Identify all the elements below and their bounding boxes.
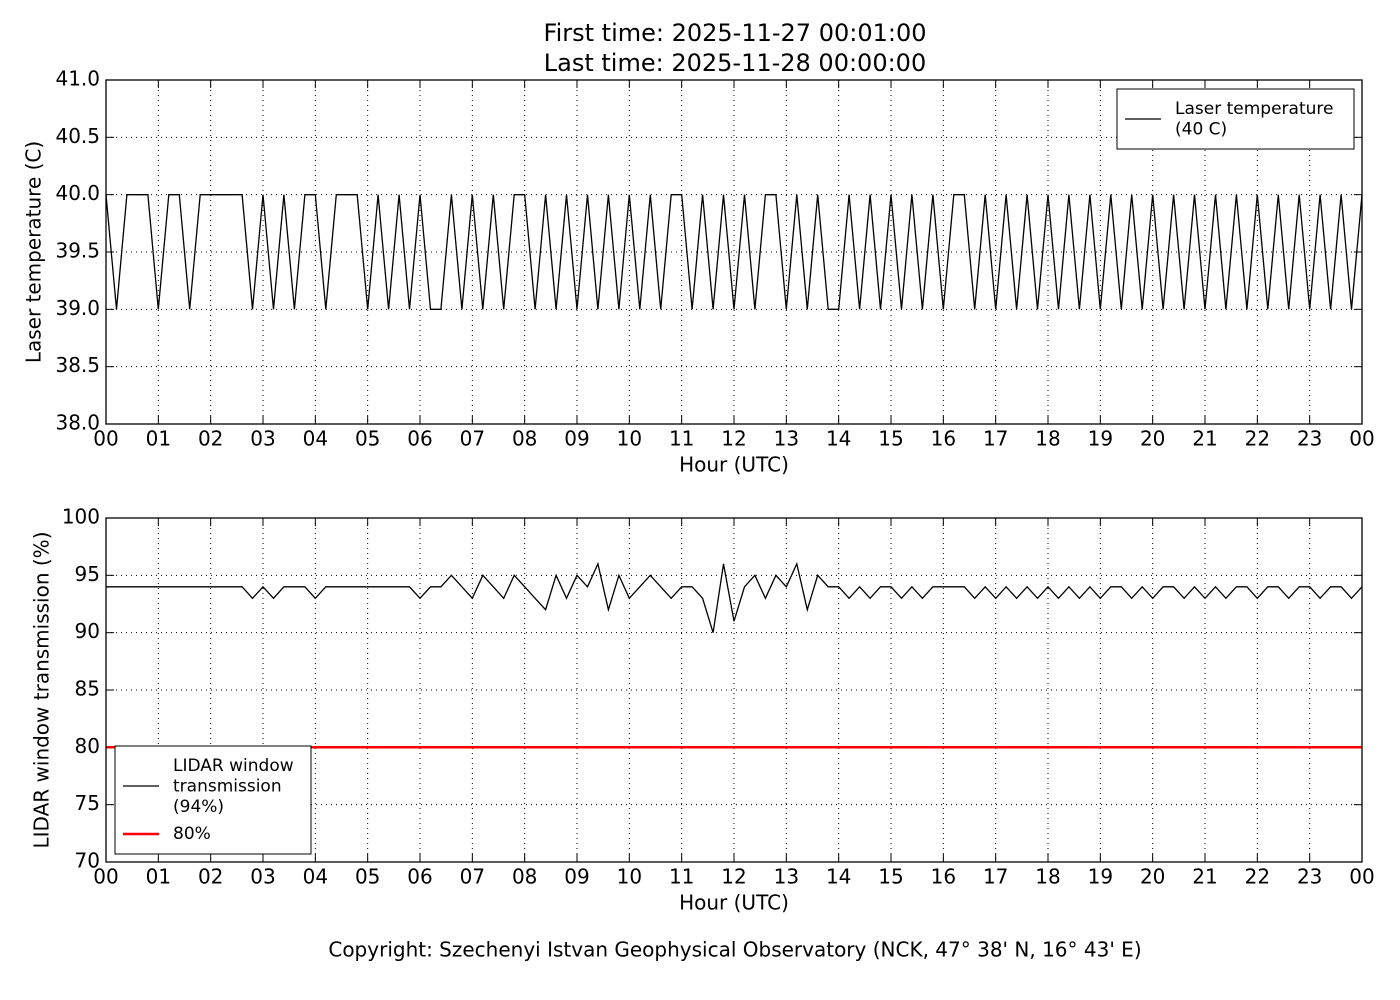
- x-tick-label: 12: [721, 427, 746, 451]
- legend-label: LIDAR window transmission (94%): [173, 756, 294, 817]
- x-tick-label: 06: [407, 427, 432, 451]
- x-tick-label: 21: [1192, 865, 1217, 889]
- data-line: [105, 194, 1363, 310]
- y-tick-label: 38.5: [55, 353, 100, 377]
- x-tick-label: 18: [1035, 427, 1060, 451]
- x-tick-label: 00: [93, 865, 118, 889]
- x-tick-label: 16: [931, 427, 956, 451]
- x-tick-label: 20: [1140, 427, 1165, 451]
- y-tick-label: 80: [75, 734, 100, 758]
- x-tick-label: 21: [1192, 427, 1217, 451]
- y-tick-label: 40.0: [55, 181, 100, 205]
- chart-subtitle: Last time: 2025-11-28 00:00:00: [544, 49, 926, 77]
- x-tick-label: 05: [355, 865, 380, 889]
- axes-frame: [105, 79, 1363, 425]
- x-tick-label: 00: [93, 427, 118, 451]
- footer: Copyright: Szechenyi Istvan Geophysical …: [328, 938, 1141, 962]
- x-tick-label: 22: [1245, 865, 1270, 889]
- x-axis-label: Hour (UTC): [679, 453, 789, 477]
- y-tick-label: 75: [75, 791, 100, 815]
- x-tick-label: 07: [460, 427, 485, 451]
- y-tick-label: 38.0: [55, 411, 100, 435]
- y-tick-label: 39.5: [55, 239, 100, 263]
- x-tick-label: 09: [564, 865, 589, 889]
- x-tick-label: 14: [826, 865, 851, 889]
- x-tick-label: 11: [669, 865, 694, 889]
- x-tick-label: 13: [774, 865, 799, 889]
- y-axis-label: Laser temperature (C): [22, 141, 46, 363]
- legend: Laser temperature (40 C): [1116, 88, 1355, 150]
- x-tick-label: 18: [1035, 865, 1060, 889]
- y-tick-label: 95: [75, 562, 100, 586]
- axes-frame: [105, 517, 1363, 863]
- y-tick-label: 70: [75, 849, 100, 873]
- x-tick-label: 12: [721, 865, 746, 889]
- chart-title: First time: 2025-11-27 00:01:00: [544, 19, 927, 47]
- legend-label: Laser temperature (40 C): [1175, 99, 1333, 139]
- legend: LIDAR window transmission (94%) 80%: [114, 745, 312, 855]
- y-tick-label: 90: [75, 619, 100, 643]
- x-tick-label: 02: [198, 865, 223, 889]
- legend-label: 80%: [173, 824, 211, 844]
- y-tick-label: 41.0: [55, 67, 100, 91]
- x-tick-label: 01: [146, 427, 171, 451]
- x-tick-label: 16: [931, 865, 956, 889]
- x-tick-label: 03: [250, 865, 275, 889]
- x-tick-label: 15: [878, 427, 903, 451]
- x-tick-label: 23: [1297, 427, 1322, 451]
- x-tick-label: 23: [1297, 865, 1322, 889]
- x-tick-label: 07: [460, 865, 485, 889]
- data-line: [106, 561, 1363, 633]
- x-tick-label: 22: [1245, 427, 1270, 451]
- x-tick-label: 19: [1088, 427, 1113, 451]
- legend-box: [114, 745, 312, 855]
- x-tick-label: 00: [1349, 427, 1374, 451]
- x-tick-label: 19: [1088, 865, 1113, 889]
- x-tick-label: 10: [617, 865, 642, 889]
- x-tick-label: 03: [250, 427, 275, 451]
- x-tick-label: 20: [1140, 865, 1165, 889]
- x-axis-label: Hour (UTC): [679, 891, 789, 915]
- x-tick-label: 10: [617, 427, 642, 451]
- x-tick-label: 01: [146, 865, 171, 889]
- x-tick-label: 08: [512, 427, 537, 451]
- x-tick-label: 11: [669, 427, 694, 451]
- x-tick-label: 00: [1349, 865, 1374, 889]
- y-tick-label: 39.0: [55, 296, 100, 320]
- y-tick-label: 40.5: [55, 124, 100, 148]
- x-tick-label: 15: [878, 865, 903, 889]
- x-tick-label: 08: [512, 865, 537, 889]
- x-tick-label: 17: [983, 427, 1008, 451]
- x-tick-label: 17: [983, 865, 1008, 889]
- x-tick-label: 02: [198, 427, 223, 451]
- x-tick-label: 09: [564, 427, 589, 451]
- x-tick-label: 06: [407, 865, 432, 889]
- x-tick-label: 05: [355, 427, 380, 451]
- x-tick-label: 04: [303, 865, 328, 889]
- x-tick-label: 04: [303, 427, 328, 451]
- y-tick-label: 85: [75, 677, 100, 701]
- x-tick-label: 13: [774, 427, 799, 451]
- y-axis-label: LIDAR window transmission (%): [30, 532, 54, 849]
- y-tick-label: 100: [62, 505, 100, 529]
- x-tick-label: 14: [826, 427, 851, 451]
